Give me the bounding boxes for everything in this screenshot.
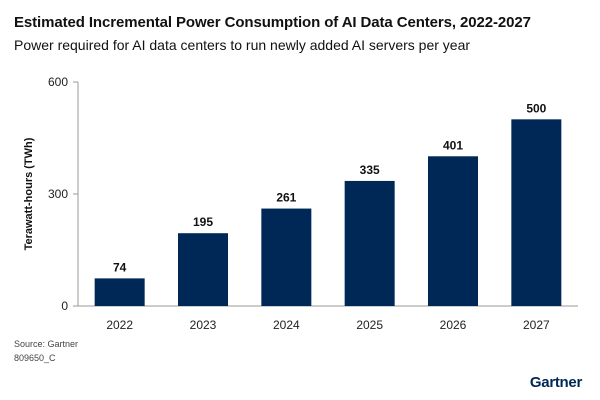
value-label: 195: [193, 215, 213, 229]
figure-code: 809650_C: [14, 353, 56, 363]
bar-2024: [261, 208, 312, 306]
gartner-logo: Gartner: [529, 374, 582, 391]
x-tick-label: 2025: [356, 318, 383, 332]
source-note: Source: Gartner: [14, 339, 79, 349]
value-label: 500: [526, 101, 546, 115]
chart-subtitle: Power required for AI data centers to ru…: [14, 37, 471, 53]
bar-2025: [344, 180, 395, 306]
y-tick-label: 300: [48, 187, 68, 201]
x-tick-label: 2022: [106, 318, 133, 332]
x-tick-label: 2026: [440, 318, 467, 332]
x-tick-label: 2023: [190, 318, 217, 332]
value-label: 74: [113, 260, 127, 274]
y-tick-label: 0: [61, 299, 68, 313]
value-label: 335: [360, 163, 380, 177]
bar-2027: [511, 119, 562, 306]
value-label: 401: [443, 138, 463, 152]
bar-2023: [178, 233, 228, 306]
x-tick-label: 2027: [523, 318, 550, 332]
chart-title: Estimated Incremental Power Consumption …: [14, 14, 531, 31]
x-tick-label: 2024: [273, 318, 300, 332]
y-tick-label: 600: [48, 75, 68, 89]
bar-2026: [428, 156, 478, 306]
bar-2022: [94, 278, 145, 306]
y-axis-label: Terawatt-hours (TWh): [23, 137, 35, 250]
value-label: 261: [276, 191, 296, 205]
